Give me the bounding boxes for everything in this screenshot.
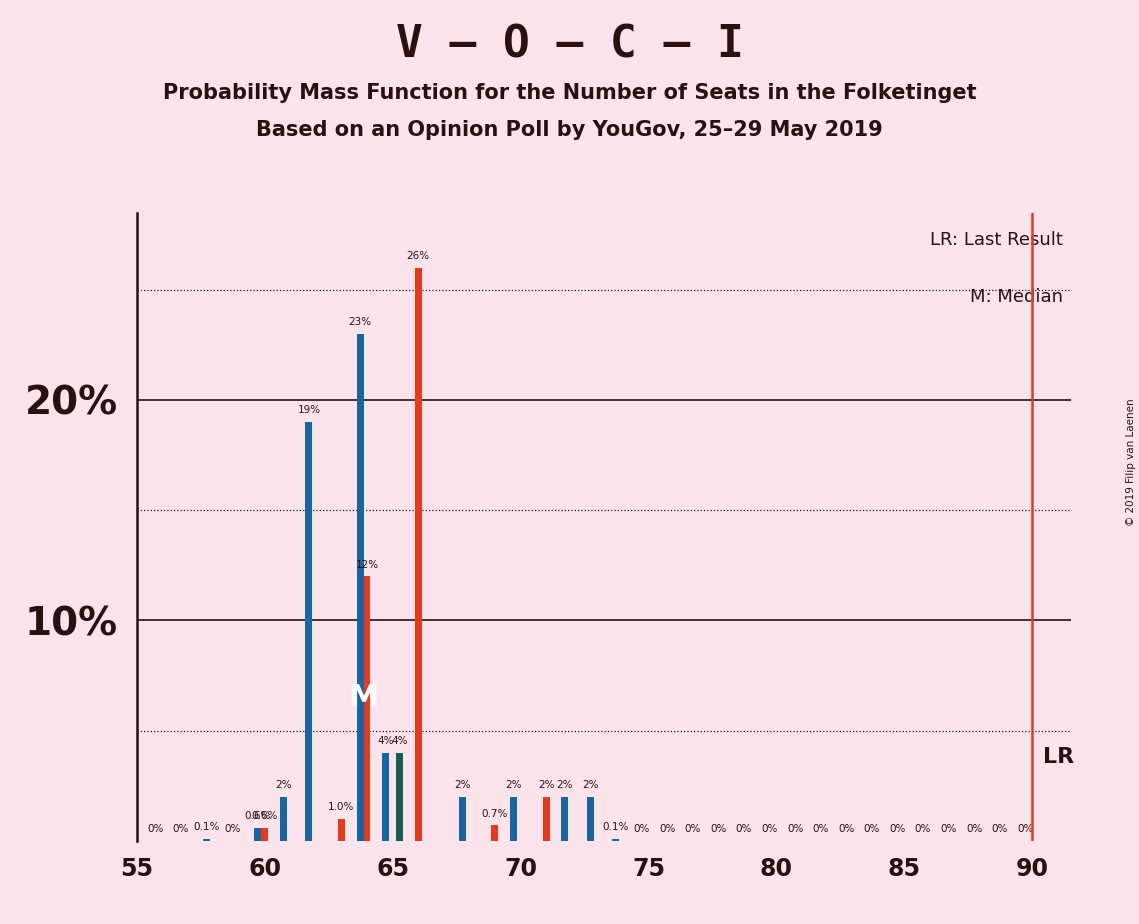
Text: 4%: 4%	[391, 736, 408, 746]
Text: 0.1%: 0.1%	[194, 822, 220, 832]
Text: 0%: 0%	[685, 824, 700, 834]
Bar	[587, 796, 593, 841]
Text: 0.1%: 0.1%	[603, 822, 629, 832]
Text: M: Median: M: Median	[970, 288, 1063, 306]
Text: 0%: 0%	[736, 824, 752, 834]
Bar	[203, 839, 210, 841]
Text: 2%: 2%	[274, 780, 292, 790]
Bar	[510, 796, 517, 841]
Text: 23%: 23%	[349, 317, 371, 327]
Text: 0%: 0%	[710, 824, 727, 834]
Text: 0%: 0%	[966, 824, 982, 834]
Text: 0%: 0%	[915, 824, 932, 834]
Bar	[613, 839, 620, 841]
Bar	[280, 796, 287, 841]
Text: 2%: 2%	[538, 780, 555, 790]
Text: LR: LR	[1042, 748, 1074, 767]
Text: 2%: 2%	[582, 780, 599, 790]
Text: © 2019 Filip van Laenen: © 2019 Filip van Laenen	[1125, 398, 1136, 526]
Text: 1.0%: 1.0%	[328, 802, 354, 812]
Text: 26%: 26%	[407, 251, 429, 261]
Bar	[562, 796, 568, 841]
Bar	[396, 753, 403, 841]
Text: 2%: 2%	[557, 780, 573, 790]
Text: 0%: 0%	[1017, 824, 1033, 834]
Text: 0%: 0%	[147, 824, 164, 834]
Bar	[261, 828, 268, 841]
Text: 0%: 0%	[890, 824, 906, 834]
Text: 0%: 0%	[173, 824, 189, 834]
Bar	[254, 828, 261, 841]
Text: 0%: 0%	[812, 824, 829, 834]
Bar	[415, 268, 421, 841]
Bar	[363, 577, 370, 841]
Text: 4%: 4%	[377, 736, 394, 746]
Text: Probability Mass Function for the Number of Seats in the Folketinget: Probability Mass Function for the Number…	[163, 83, 976, 103]
Bar	[357, 334, 363, 841]
Text: 0%: 0%	[633, 824, 649, 834]
Text: M: M	[349, 683, 378, 712]
Text: 0.7%: 0.7%	[482, 808, 508, 819]
Text: 0%: 0%	[863, 824, 880, 834]
Text: 0%: 0%	[761, 824, 778, 834]
Text: LR: Last Result: LR: Last Result	[931, 231, 1063, 249]
Bar	[305, 422, 312, 841]
Text: 2%: 2%	[454, 780, 470, 790]
Text: 0.6%: 0.6%	[245, 811, 271, 821]
Text: 0%: 0%	[838, 824, 854, 834]
Bar	[459, 796, 466, 841]
Text: 0.6%: 0.6%	[252, 811, 278, 821]
Text: 0%: 0%	[659, 824, 675, 834]
Text: 0%: 0%	[941, 824, 957, 834]
Text: 19%: 19%	[297, 406, 320, 416]
Text: 0%: 0%	[224, 824, 240, 834]
Bar	[383, 753, 390, 841]
Text: 0%: 0%	[787, 824, 803, 834]
Text: 12%: 12%	[355, 560, 378, 570]
Text: 2%: 2%	[506, 780, 522, 790]
Bar	[491, 825, 499, 841]
Text: V – O – C – I: V – O – C – I	[395, 23, 744, 67]
Text: Based on an Opinion Poll by YouGov, 25–29 May 2019: Based on an Opinion Poll by YouGov, 25–2…	[256, 120, 883, 140]
Bar	[338, 819, 345, 841]
Bar	[542, 796, 549, 841]
Text: 0%: 0%	[992, 824, 1008, 834]
